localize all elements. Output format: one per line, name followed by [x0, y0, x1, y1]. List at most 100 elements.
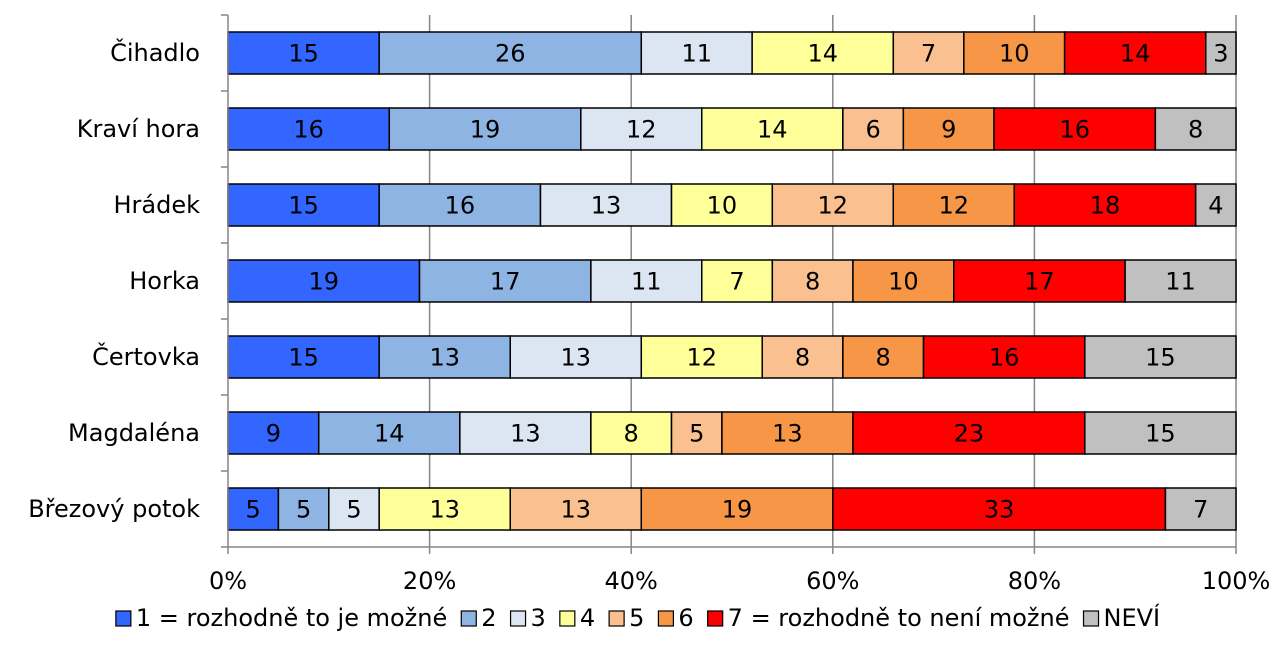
bar-value-label: 26: [495, 40, 526, 68]
bar-value-label: 8: [624, 420, 639, 448]
bar-segment: [842, 335, 925, 379]
bar-value-label: 8: [795, 344, 810, 372]
bar-value-label: 13: [429, 496, 460, 524]
bar-value-label: 12: [686, 344, 717, 372]
bar-value-label: 3: [1213, 40, 1228, 68]
bar-value-label: 16: [1059, 116, 1090, 144]
legend-label: 2: [481, 604, 496, 632]
bar-value-label: 7: [1193, 496, 1208, 524]
bar-value-label: 6: [865, 116, 880, 144]
bar-segment: [328, 487, 380, 531]
bar-value-label: 14: [1120, 40, 1151, 68]
bar-segment: [670, 411, 723, 455]
bar-value-label: 15: [288, 344, 319, 372]
legend-swatch: [1082, 610, 1100, 627]
bar-segment: [993, 107, 1157, 151]
bar-value-label: 23: [954, 420, 985, 448]
bar-segment: [590, 259, 703, 303]
bar-value-label: 12: [626, 116, 657, 144]
bar-value-label: 13: [772, 420, 803, 448]
bar-segment: [227, 183, 380, 227]
bar-segment: [378, 31, 643, 75]
bar-value-label: 19: [470, 116, 501, 144]
bar-value-label: 15: [288, 192, 319, 220]
bar-segment: [418, 259, 592, 303]
category-label: Magdaléna: [68, 419, 200, 447]
bar-segment: [580, 107, 703, 151]
bar-value-label: 9: [941, 116, 956, 144]
bar-segment: [1154, 107, 1237, 151]
category-label: Hrádek: [113, 191, 200, 219]
bar-segment: [771, 259, 854, 303]
bar-segment: [459, 411, 592, 455]
legend: 1 = rozhodně to je možné 2 3 4 5 6 7 = rozhodn…: [115, 603, 1161, 632]
bar-value-label: 7: [729, 268, 744, 296]
bar-value-label: 8: [805, 268, 820, 296]
legend-label: 4: [580, 604, 595, 632]
bar-value-label: 5: [346, 496, 361, 524]
bar-value-label: 13: [591, 192, 622, 220]
bar-value-label: 33: [984, 496, 1015, 524]
bar-segment: [922, 335, 1086, 379]
bar-segment: [277, 487, 330, 531]
legend-swatch: [509, 610, 527, 627]
x-tick-label: 60%: [806, 567, 859, 595]
bar-value-label: 11: [631, 268, 662, 296]
bar-value-label: 9: [266, 420, 281, 448]
bar-value-label: 4: [1208, 192, 1223, 220]
x-tick-label: 80%: [1008, 567, 1061, 595]
bar-value-label: 5: [296, 496, 311, 524]
bar-value-label: 16: [445, 192, 476, 220]
bar-value-label: 17: [490, 268, 521, 296]
legend-label: 5: [629, 604, 644, 632]
legend-swatch: [115, 610, 132, 627]
bar-value-label: 16: [989, 344, 1020, 372]
bar-segment: [640, 487, 834, 531]
legend-label: 6: [678, 604, 693, 632]
category-label: Čihadlo: [110, 37, 200, 67]
category-label: Horka: [129, 267, 200, 295]
bar-value-label: 10: [888, 268, 919, 296]
bar-value-label: 11: [681, 40, 712, 68]
bar-value-label: 17: [1024, 268, 1055, 296]
bar-segment: [832, 487, 1167, 531]
bar-value-label: 12: [818, 192, 849, 220]
bar-value-label: 14: [757, 116, 788, 144]
bar-value-label: 8: [1188, 116, 1203, 144]
bar-value-label: 5: [246, 496, 261, 524]
bar-segment: [701, 259, 774, 303]
legend-swatch: [559, 610, 576, 627]
bar-segment: [227, 107, 391, 151]
bar-value-label: 13: [560, 496, 591, 524]
bar-segment: [227, 31, 380, 75]
bar-value-label: 18: [1090, 192, 1121, 220]
legend-swatch: [657, 610, 674, 627]
bar-segment: [378, 183, 542, 227]
bar-value-label: 13: [429, 344, 460, 372]
legend-label: 1 = rozhodně to je možné: [136, 604, 447, 632]
bar-segment: [842, 107, 905, 151]
x-tick-label: 100%: [1202, 567, 1271, 595]
bar-value-label: 15: [1145, 344, 1176, 372]
bar-segment: [590, 411, 673, 455]
bar-value-label: 10: [999, 40, 1030, 68]
bar-segment: [640, 335, 763, 379]
bar-segment: [771, 183, 895, 227]
legend-label: 7 = rozhodně to není možné: [728, 604, 1070, 632]
x-tick-label: 0%: [209, 567, 247, 595]
bar-value-label: 15: [288, 40, 319, 68]
bar-segment: [1194, 183, 1237, 227]
legend-label: NEVÍ: [1104, 603, 1161, 632]
bar-segment: [509, 335, 643, 379]
x-tick-label: 20%: [403, 567, 456, 595]
axes: 0% 20% 40% 60% 80% 100% Čihadlo Kraví hora Hráde…: [28, 14, 1271, 595]
x-tick-label: 40%: [605, 567, 658, 595]
bar-segment: [539, 183, 673, 227]
bar-value-label: 16: [293, 116, 324, 144]
legend-swatch: [608, 610, 625, 627]
bar-segment: [1205, 31, 1237, 75]
bar-segment: [1084, 411, 1237, 455]
bar-value-label: 5: [689, 420, 704, 448]
legend-label: 3: [531, 604, 546, 632]
